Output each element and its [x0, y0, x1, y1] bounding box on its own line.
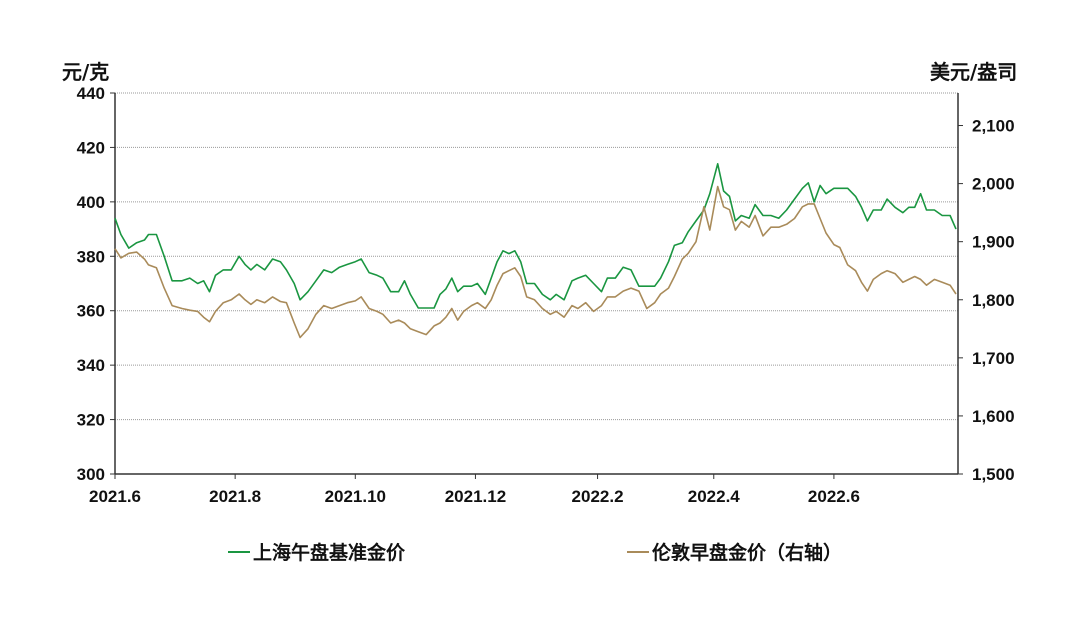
series-lines [114, 163, 957, 339]
left-tick-label: 400 [77, 193, 105, 212]
right-axis-ticks: 1,500 1,600 1,700 1,800 1,900 2,000 2,100 [958, 117, 1015, 484]
left-tick-label: 300 [77, 465, 105, 484]
right-tick-label: 1,600 [972, 407, 1015, 426]
legend-swatch-green [228, 550, 250, 553]
shanghai-gold-line [114, 163, 957, 309]
left-tick-label: 320 [77, 411, 105, 430]
left-tick-label: 440 [77, 84, 105, 103]
x-axis-ticks: 2021.6 2021.8 2021.10 2021.12 2022.2 2022.4 20… [89, 474, 860, 506]
gridlines [115, 92, 958, 421]
axes [114, 93, 959, 475]
x-tick-label: 2022.2 [572, 487, 624, 506]
left-tick-label: 380 [77, 247, 105, 266]
left-axis-unit: 元/克 [62, 60, 110, 84]
legend-item-shanghai: 上海午盘基准金价 [228, 538, 405, 565]
x-tick-label: 2021.10 [325, 487, 386, 506]
legend-label-london: 伦敦早盘金价（右轴） [652, 542, 843, 564]
left-tick-label: 360 [77, 302, 105, 321]
x-tick-label: 2022.6 [808, 487, 860, 506]
right-tick-label: 1,500 [972, 465, 1015, 484]
left-tick-label: 340 [77, 356, 105, 375]
right-tick-label: 1,800 [972, 291, 1015, 310]
right-tick-label: 2,100 [972, 117, 1015, 136]
x-tick-label: 2022.4 [688, 487, 741, 506]
legend-label-shanghai: 上海午盘基准金价 [253, 542, 406, 564]
right-tick-label: 2,000 [972, 175, 1015, 194]
london-gold-line [114, 185, 957, 339]
x-tick-label: 2021.12 [445, 487, 506, 506]
legend-swatch-tan [627, 550, 649, 553]
left-axis-ticks: 300 320 340 360 380 400 420 440 [77, 84, 115, 484]
right-tick-label: 1,700 [972, 349, 1015, 368]
x-tick-label: 2021.6 [89, 487, 141, 506]
left-tick-label: 420 [77, 138, 105, 157]
legend-item-london: 伦敦早盘金价（右轴） [627, 538, 842, 565]
x-tick-label: 2021.8 [209, 487, 261, 506]
right-tick-label: 1,900 [972, 233, 1015, 252]
right-axis-unit: 美元/盎司 [930, 60, 1018, 84]
